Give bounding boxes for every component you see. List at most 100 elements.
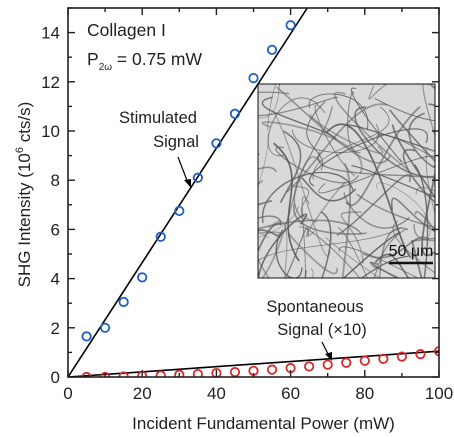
inset-fiber xyxy=(258,213,308,278)
inset-fiber xyxy=(309,113,384,154)
inset-fiber xyxy=(413,223,435,242)
y-tick-label: 6 xyxy=(51,220,60,239)
spontaneous-point xyxy=(174,369,185,377)
inset-fiber xyxy=(354,106,434,178)
y-axis-title-tail: cts/s) xyxy=(15,102,34,147)
stimulated-point xyxy=(137,272,148,283)
inset-fiber xyxy=(333,91,409,171)
y-axis-title-exponent: 6 xyxy=(14,147,26,153)
inset-fiber xyxy=(368,84,435,100)
sample-label: Collagen I xyxy=(87,20,166,40)
y-tick-label: 0 xyxy=(51,368,60,387)
inset-fiber xyxy=(267,84,288,131)
inset-fiber xyxy=(356,193,435,228)
inset-fiber xyxy=(391,197,435,233)
inset-fiber xyxy=(425,146,435,215)
stimulated-fit-line xyxy=(68,8,308,377)
y-tick-label: 14 xyxy=(41,24,60,43)
inset-fiber xyxy=(279,130,302,203)
y-tick-label: 2 xyxy=(51,319,60,338)
inset-fiber xyxy=(346,124,435,153)
inset-fiber xyxy=(258,96,338,117)
inset-fiber xyxy=(258,91,290,95)
spontaneous-point xyxy=(304,361,315,372)
inset-fiber xyxy=(309,128,429,187)
annotations: Collagen I P2ω = 0.75 mW Stimulated Signal S… xyxy=(87,20,367,361)
inset-fiber xyxy=(414,164,429,278)
spontaneous-point xyxy=(415,349,426,360)
inset-fiber xyxy=(293,204,367,235)
spontaneous-point xyxy=(266,364,278,375)
power-subscript: 2ω xyxy=(99,62,113,73)
power-symbol: P xyxy=(87,49,99,69)
inset-fiber xyxy=(376,134,435,159)
inset-fiber xyxy=(371,265,400,278)
inset-fiber xyxy=(301,177,357,202)
inset-fiber xyxy=(258,227,402,261)
stimulated-arrow xyxy=(177,156,189,184)
inset-fiber xyxy=(411,240,423,278)
inset-fiber xyxy=(258,205,300,238)
inset-micrograph: 50 μm xyxy=(257,83,436,279)
inset-fiber xyxy=(337,227,368,278)
y-axis-title: SHG Intensity (106 cts/s) xyxy=(14,102,34,288)
y-axis-title-main: SHG Intensity (10 xyxy=(15,153,34,287)
inset-fiber xyxy=(258,153,260,157)
x-tick-label: 20 xyxy=(133,384,152,403)
inset-fiber xyxy=(273,142,300,262)
inset-fiber xyxy=(305,181,346,238)
inset-border xyxy=(257,83,436,279)
inset-fiber xyxy=(258,229,281,239)
inset-fiber xyxy=(414,211,435,232)
inset-fiber xyxy=(411,237,435,243)
inset-fiber xyxy=(291,124,380,153)
power-value: = 0.75 mW xyxy=(112,49,202,69)
inset-fiber xyxy=(293,106,333,221)
inset-fiber xyxy=(326,123,412,259)
stimulated-point xyxy=(155,231,166,242)
inset-fiber xyxy=(351,165,435,198)
spontaneous-label-line2: Signal (×10) xyxy=(277,321,366,339)
spontaneous-point xyxy=(322,359,333,370)
scale-bar-label: 50 μm xyxy=(389,243,434,260)
stimulated-point xyxy=(192,172,203,183)
inset-fiber xyxy=(312,106,390,180)
stimulated-point xyxy=(118,296,129,308)
y-tick-label: 10 xyxy=(41,122,60,141)
x-axis-title: Incident Fundamental Power (mW) xyxy=(132,414,395,433)
inset-fiber xyxy=(421,103,435,256)
spontaneous-point xyxy=(341,357,352,368)
inset-fiber xyxy=(369,261,400,278)
spontaneous-fit-line xyxy=(68,350,439,377)
spontaneous-point xyxy=(229,366,241,377)
power-label: P2ω = 0.75 mW xyxy=(87,49,203,73)
inset-fiber xyxy=(284,227,309,278)
x-tick-label: 100 xyxy=(425,384,453,403)
inset-fiber xyxy=(293,185,317,223)
inset-fiber xyxy=(298,226,361,278)
stimulated-point xyxy=(285,20,296,31)
inset-fiber xyxy=(346,91,361,154)
inset-fiber xyxy=(258,166,277,173)
inset-fiber xyxy=(320,211,332,278)
inset-fiber xyxy=(374,253,410,278)
inset-fiber xyxy=(275,229,303,278)
inset-fiber xyxy=(374,97,435,121)
stimulated-label-line1: Stimulated xyxy=(119,109,197,127)
inset-fiber xyxy=(310,267,314,278)
axes: 0 20 40 60 80 100 0 2 4 6 8 10 12 14 Incident Fundamen… xyxy=(14,7,453,433)
stimulated-point xyxy=(229,108,241,119)
inset-fiber xyxy=(408,112,435,169)
spontaneous-point xyxy=(396,351,407,362)
stimulated-point xyxy=(174,205,185,217)
inset-fiber xyxy=(308,93,369,131)
stimulated-point xyxy=(266,44,278,55)
x-tick-label: 40 xyxy=(207,384,226,403)
y-tick-label: 4 xyxy=(51,270,60,289)
inset-fiber xyxy=(258,215,282,226)
inset-fiber xyxy=(276,86,392,164)
x-tick-label: 0 xyxy=(63,384,72,403)
inset-fiber xyxy=(267,97,319,157)
inset-fiber xyxy=(342,231,401,278)
